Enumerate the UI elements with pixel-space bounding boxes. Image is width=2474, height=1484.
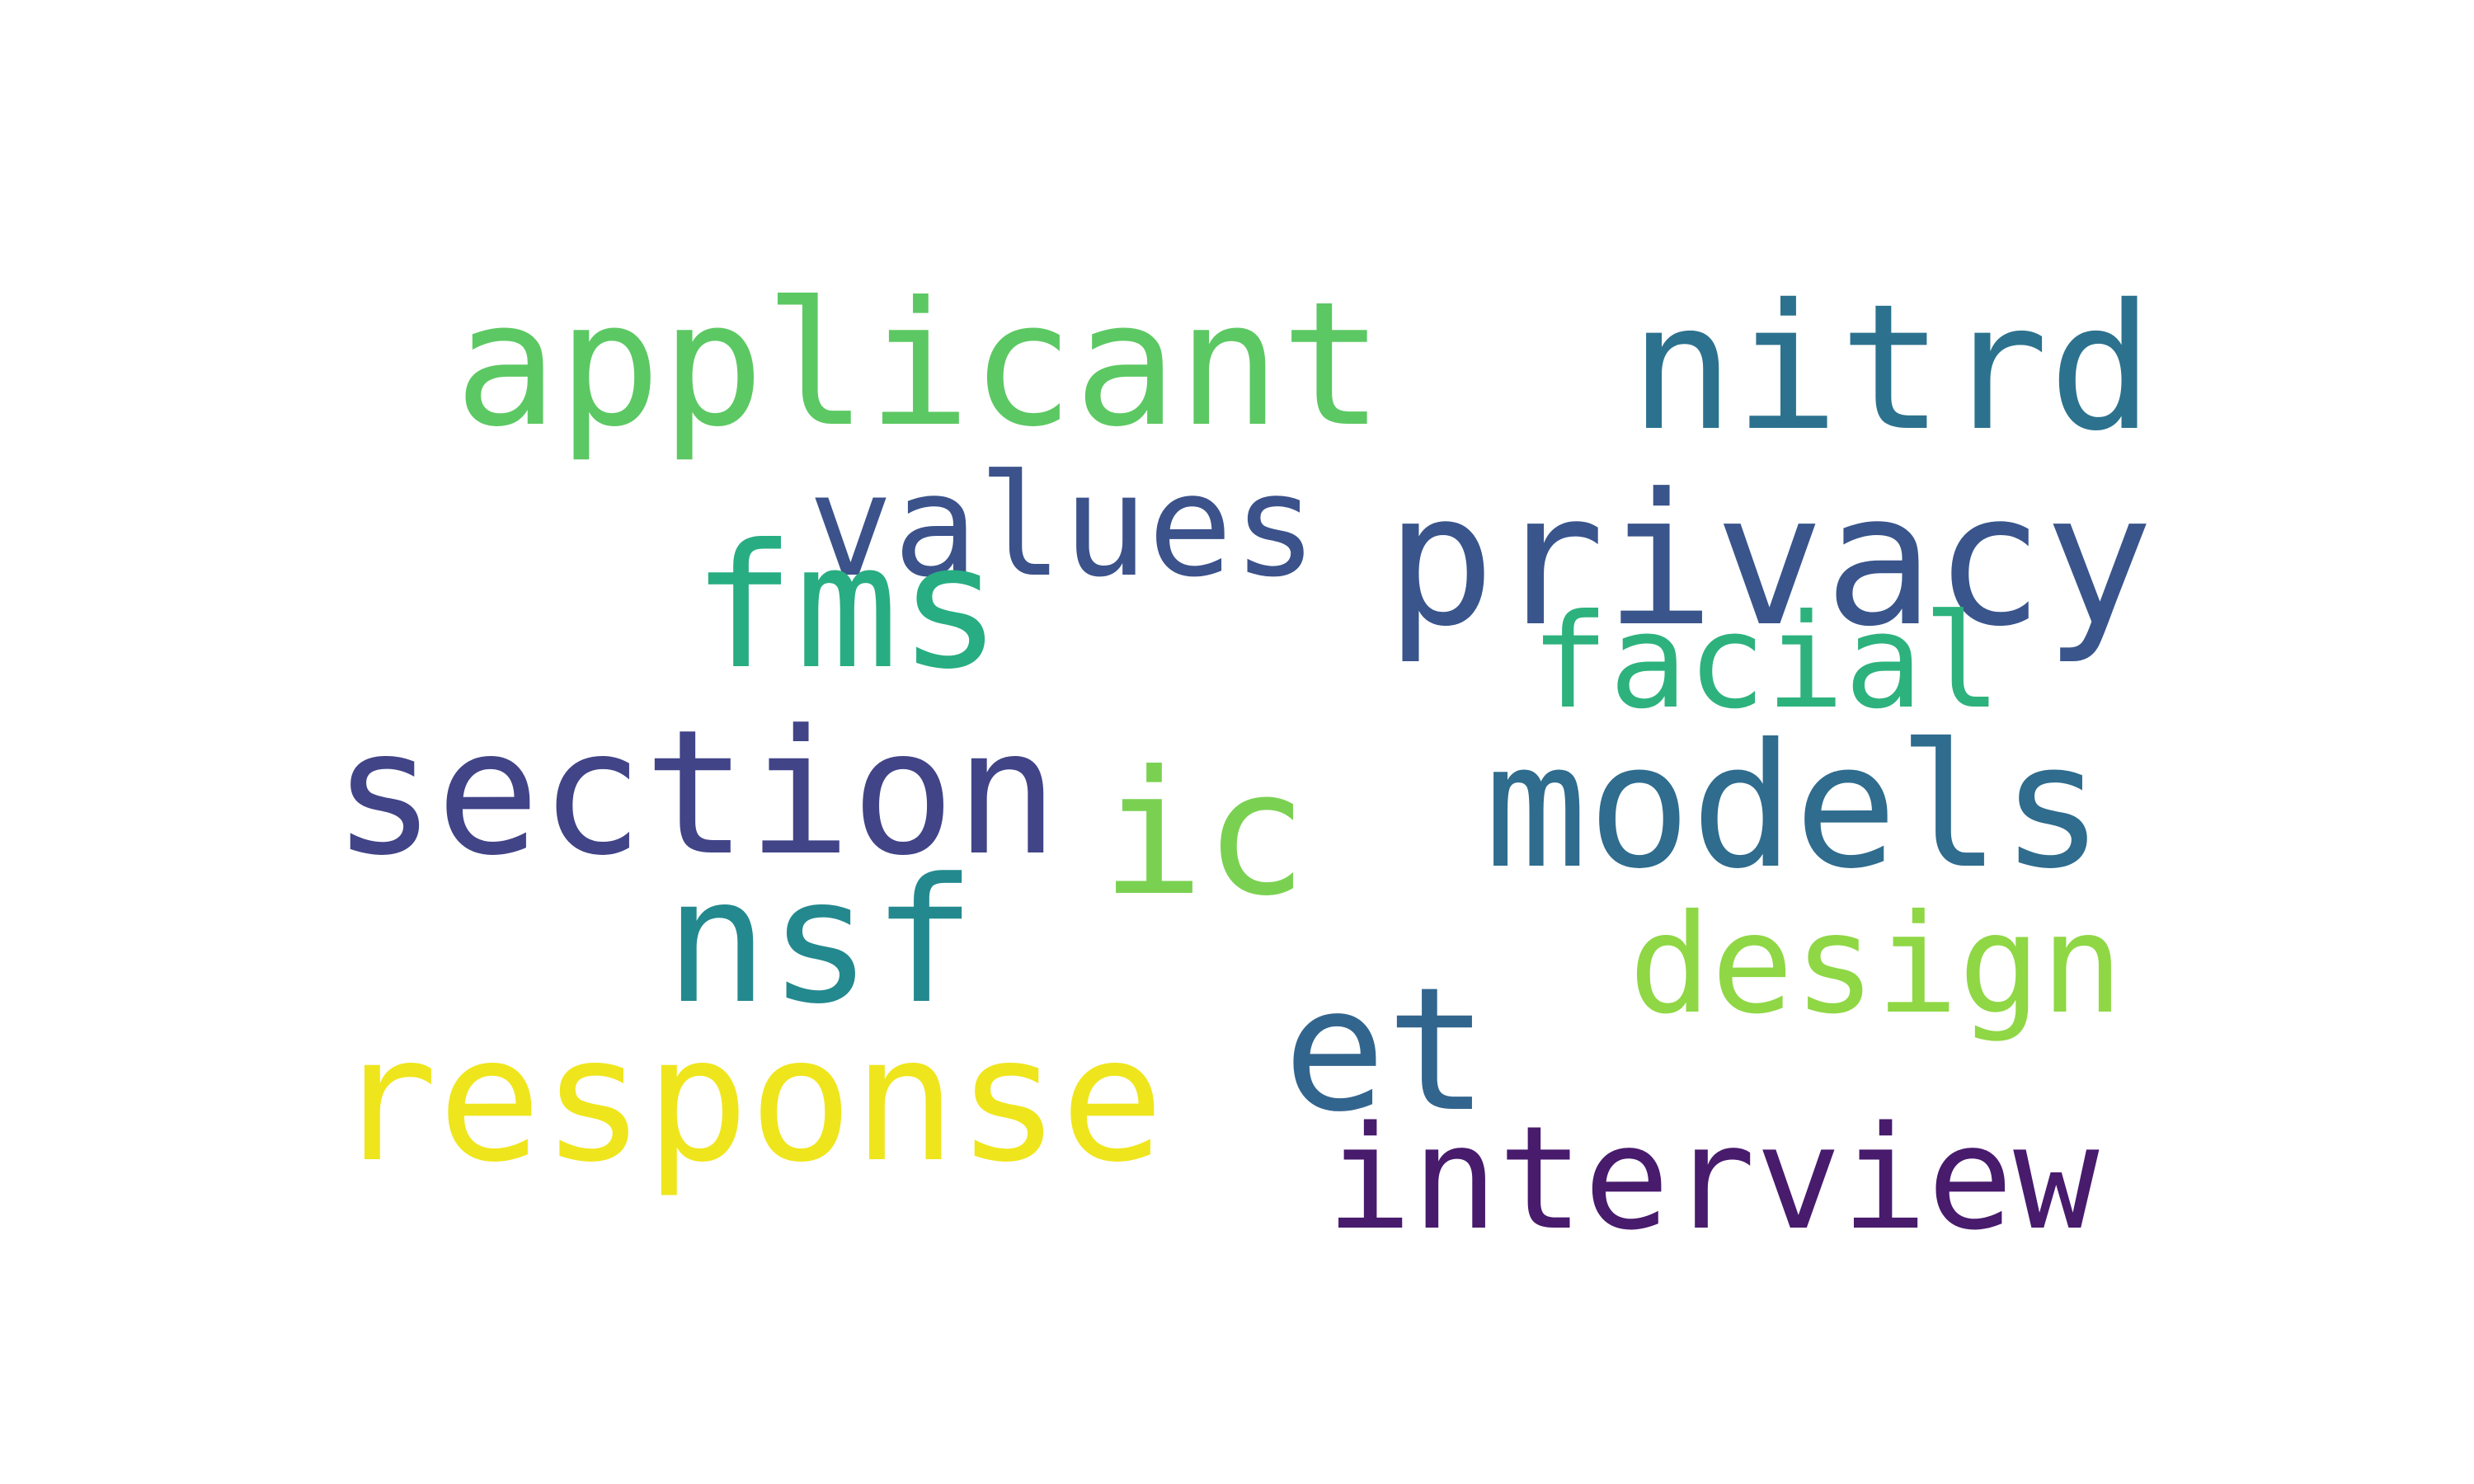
word-nitrd: nitrd xyxy=(1630,266,2154,469)
word-values: values xyxy=(808,444,1318,608)
word-nsf: nsf xyxy=(665,842,976,1042)
word-privacy: privacy xyxy=(1385,455,2154,667)
word-et: et xyxy=(1283,951,1489,1149)
word-interview: interview xyxy=(1326,1095,2100,1261)
word-section: section xyxy=(332,693,1059,894)
word-ic: ic xyxy=(1101,735,1308,934)
word-response: response xyxy=(334,1000,1164,1200)
word-models: models xyxy=(1484,707,2105,907)
word-facial: facial xyxy=(1531,586,2001,738)
word-applicant: applicant xyxy=(454,265,1385,465)
word-fms: fms xyxy=(692,508,1002,707)
word-design: design xyxy=(1629,885,2124,1045)
